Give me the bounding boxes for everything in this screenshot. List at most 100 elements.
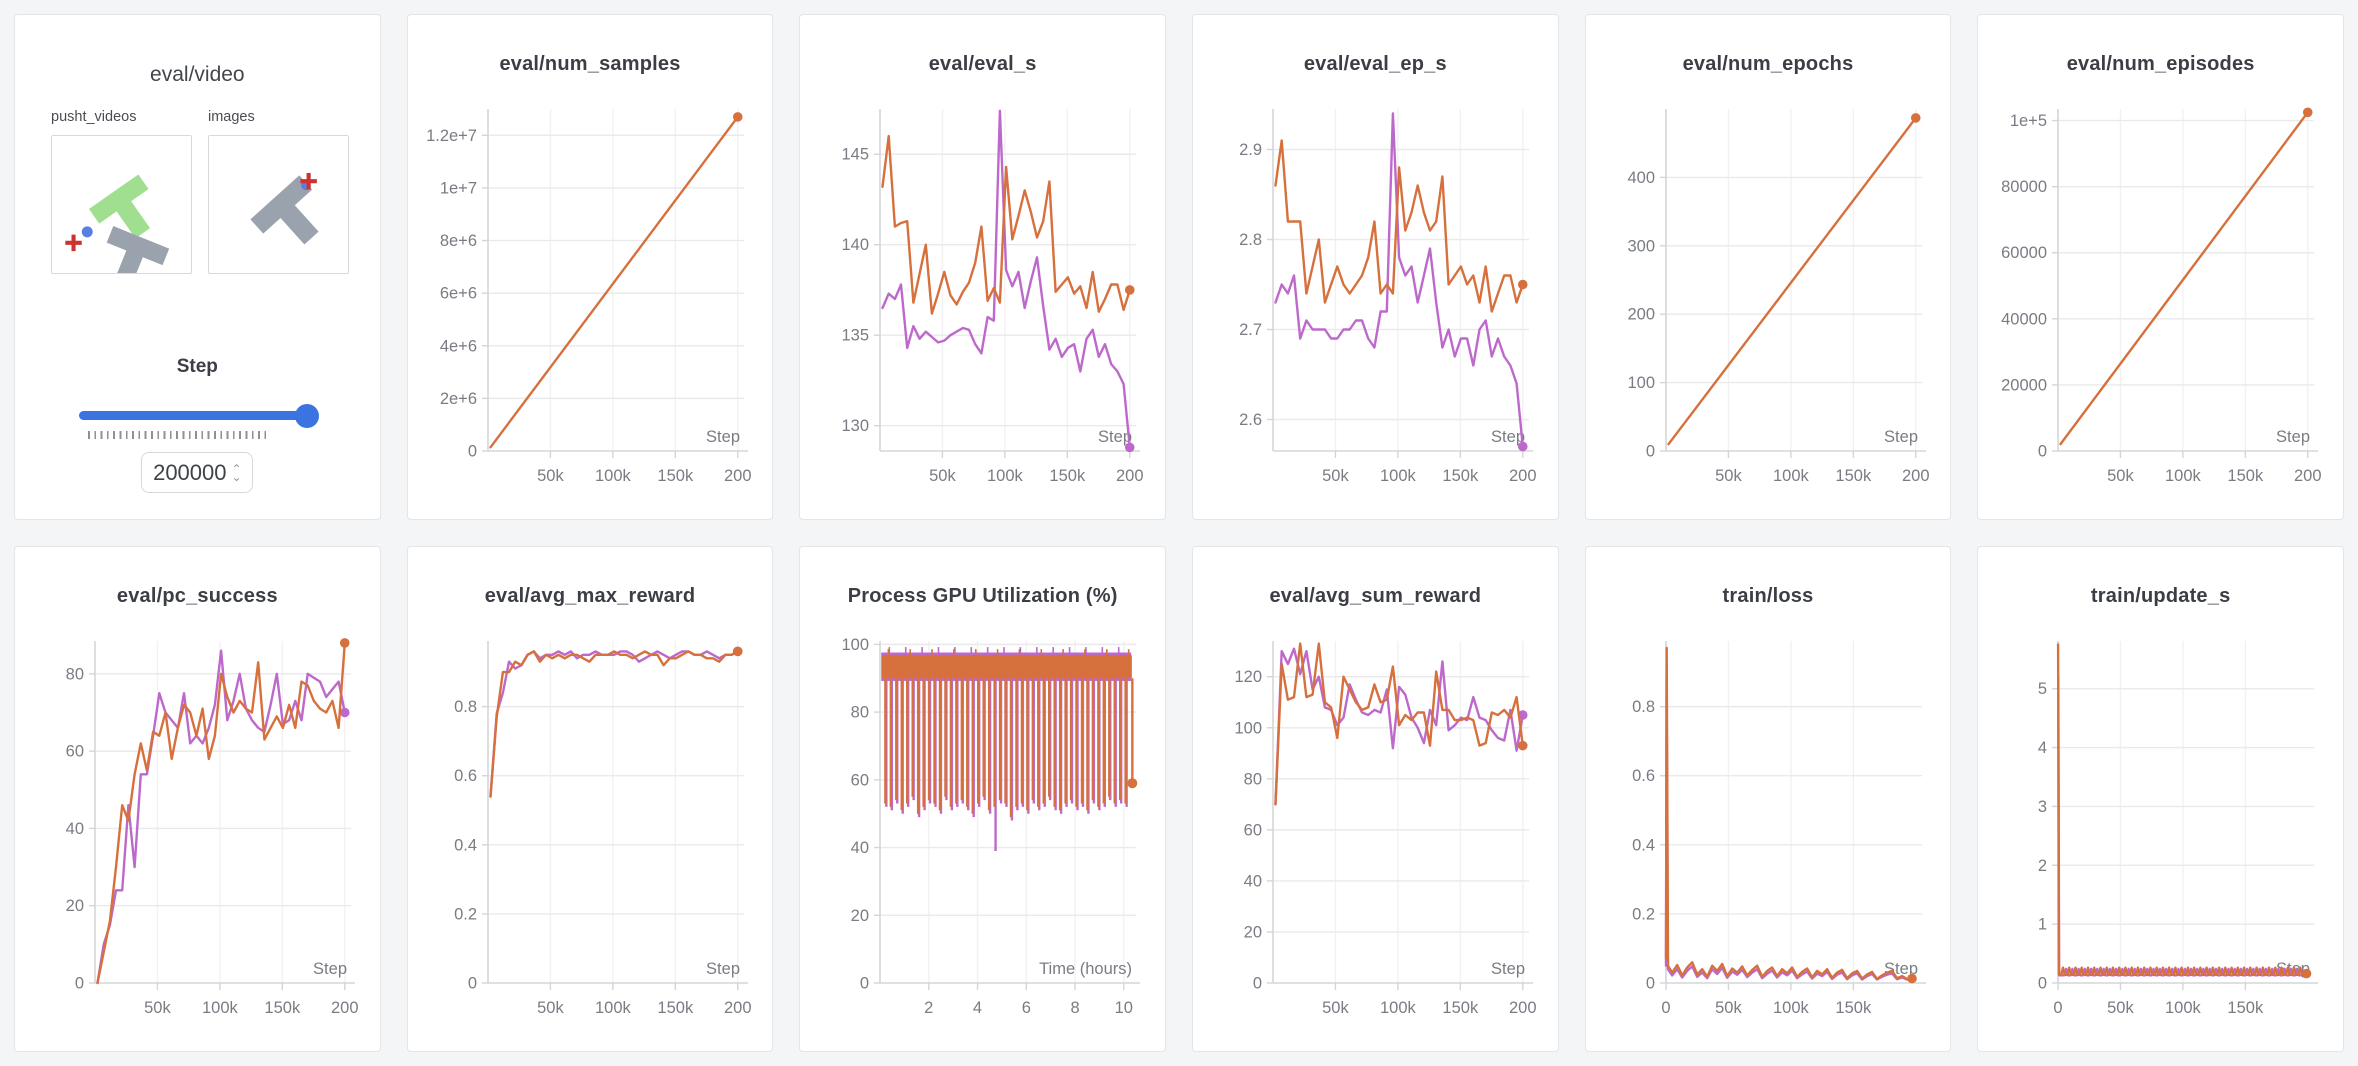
svg-text:50k: 50k	[537, 999, 564, 1017]
svg-text:200: 200	[1509, 467, 1537, 485]
svg-text:8: 8	[1071, 999, 1080, 1017]
svg-text:0.6: 0.6	[1632, 767, 1655, 785]
svg-text:20: 20	[851, 907, 869, 925]
chart-canvas-avg-sum-reward[interactable]: 50k 100k 150k 200 0 20 40 60 80 100 120 Step	[1193, 611, 1558, 1051]
svg-text:Step: Step	[313, 960, 347, 978]
chart-canvas-gpu-utilization[interactable]: 2 4 6 8 10 0 20 40 60 80 100 Time (hours)	[800, 611, 1165, 1051]
svg-text:0: 0	[75, 975, 84, 993]
svg-text:200: 200	[331, 999, 359, 1017]
svg-text:100k: 100k	[595, 999, 632, 1017]
svg-text:200: 200	[724, 467, 752, 485]
chart-canvas-pc-success[interactable]: 50k 100k 150k 200 0 20 40 60 80 Step	[15, 611, 380, 1051]
panel-eval-num-epochs: eval/num_epochs 50k 100k 150k 200 0 100 200 300…	[1584, 14, 1952, 520]
chart-canvas-num-epochs[interactable]: 50k 100k 150k 200 0 100 200 300 400 Step	[1586, 79, 1951, 519]
chart-title: eval/avg_sum_reward	[1269, 585, 1482, 607]
svg-text:0: 0	[1253, 975, 1262, 993]
svg-text:0: 0	[467, 975, 476, 993]
images-frame	[250, 172, 319, 245]
step-value-input[interactable]: 200000 ⌃ ⌄	[141, 452, 254, 493]
svg-text:80000: 80000	[2001, 178, 2047, 196]
svg-text:0.6: 0.6	[454, 767, 477, 785]
chart-title: eval/pc_success	[116, 585, 278, 607]
step-value[interactable]: 200000	[153, 459, 227, 485]
svg-text:100k: 100k	[2165, 999, 2202, 1017]
svg-text:150k: 150k	[657, 999, 694, 1017]
svg-text:100: 100	[1627, 374, 1655, 392]
chart-canvas-avg-max-reward[interactable]: 50k 100k 150k 200 0 0.2 0.4 0.6 0.8 Step	[408, 611, 773, 1051]
svg-text:100k: 100k	[987, 467, 1024, 485]
svg-text:200: 200	[2294, 467, 2322, 485]
svg-text:4: 4	[973, 999, 982, 1017]
svg-text:150k: 150k	[1442, 999, 1479, 1017]
chart-title: eval/eval_s	[928, 53, 1037, 75]
svg-text:200: 200	[1902, 467, 1930, 485]
svg-text:140: 140	[842, 236, 870, 254]
svg-text:2e+6: 2e+6	[439, 390, 476, 408]
slider-handle[interactable]	[294, 404, 319, 428]
svg-text:100: 100	[842, 636, 870, 654]
chart-canvas-train-update-s[interactable]: 0 50k 100k 150k 0 1 2 3 4 5 Step	[1978, 611, 2343, 1051]
svg-text:150k: 150k	[1835, 467, 1872, 485]
chart-title: eval/num_episodes	[2066, 53, 2255, 75]
panel-eval-num-episodes: eval/num_episodes 50k 100k 150k 200 0 20000 40…	[1977, 14, 2344, 520]
svg-text:Step: Step	[1098, 428, 1132, 446]
svg-text:100: 100	[1234, 719, 1262, 737]
svg-text:Step: Step	[706, 960, 740, 978]
svg-text:4e+6: 4e+6	[439, 337, 476, 355]
svg-text:0.8: 0.8	[1632, 698, 1655, 716]
svg-text:Step: Step	[1491, 428, 1525, 446]
chart-canvas-num-episodes[interactable]: 50k 100k 150k 200 0 20000 40000 60000 80000 1e+5 S…	[1978, 79, 2343, 519]
stepper-arrows[interactable]: ⌃ ⌄	[231, 461, 242, 484]
svg-text:100k: 100k	[595, 467, 632, 485]
svg-text:20: 20	[66, 897, 84, 915]
stepper-up-icon[interactable]: ⌃	[231, 461, 242, 476]
svg-text:50k: 50k	[1715, 999, 1742, 1017]
svg-text:Time (hours): Time (hours)	[1039, 960, 1132, 978]
chart-canvas-eval-ep-s[interactable]: 50k 100k 150k 200 2.6 2.7 2.8 2.9 Step	[1193, 79, 1558, 519]
svg-text:40: 40	[1244, 872, 1262, 890]
svg-text:0: 0	[1645, 975, 1654, 993]
svg-text:50k: 50k	[1715, 467, 1742, 485]
chart-canvas-eval-s[interactable]: 50k 100k 150k 200 130 135 140 145 Step	[800, 79, 1165, 519]
svg-text:0: 0	[2054, 999, 2063, 1017]
svg-text:Step: Step	[706, 428, 740, 446]
svg-text:150k: 150k	[1835, 999, 1872, 1017]
svg-text:5: 5	[2038, 680, 2047, 698]
chart-canvas-train-loss[interactable]: 0 50k 100k 150k 0 0.2 0.4 0.6 0.8 Step	[1586, 611, 1951, 1051]
svg-text:200: 200	[1627, 306, 1655, 324]
slider-tickmarks	[87, 431, 270, 439]
video-thumbnail-images[interactable]	[208, 135, 349, 274]
chart-canvas-num-samples[interactable]: 50k 100k 150k 200 0 2e+6 4e+6 6e+6 8e+6 1e+7 1.2e+…	[408, 79, 773, 519]
svg-text:50k: 50k	[1322, 999, 1349, 1017]
step-slider-label: Step	[176, 356, 218, 377]
svg-text:0: 0	[2038, 975, 2047, 993]
slider-track[interactable]	[78, 411, 316, 420]
svg-text:135: 135	[842, 327, 870, 345]
panel-train-loss: train/loss 0 50k 100k 150k 0 0.2 0.4 0.6 0.8 Step	[1584, 546, 1952, 1052]
svg-text:1e+7: 1e+7	[439, 179, 476, 197]
svg-text:150k: 150k	[264, 999, 301, 1017]
svg-text:Step: Step	[1491, 960, 1525, 978]
svg-text:20: 20	[1244, 923, 1262, 941]
stepper-down-icon[interactable]: ⌄	[231, 469, 242, 484]
svg-text:100k: 100k	[1773, 999, 1810, 1017]
agent-dot	[81, 226, 93, 238]
svg-text:0: 0	[1645, 443, 1654, 461]
svg-text:0: 0	[467, 443, 476, 461]
svg-text:0.2: 0.2	[454, 905, 477, 923]
svg-text:2.8: 2.8	[1239, 231, 1262, 249]
step-slider[interactable]	[78, 404, 319, 428]
svg-text:2.9: 2.9	[1239, 141, 1262, 159]
svg-text:50k: 50k	[1322, 467, 1349, 485]
svg-text:0: 0	[860, 975, 869, 993]
svg-text:Step: Step	[2276, 428, 2310, 446]
goal-cross-icon	[300, 172, 317, 190]
svg-text:2.6: 2.6	[1239, 411, 1262, 429]
svg-text:200: 200	[1116, 467, 1144, 485]
svg-text:100k: 100k	[2165, 467, 2202, 485]
video-thumbnail-pusht-videos[interactable]	[51, 135, 192, 288]
svg-text:1.2e+7: 1.2e+7	[426, 127, 477, 145]
svg-text:50k: 50k	[2107, 999, 2134, 1017]
svg-text:8e+6: 8e+6	[439, 232, 476, 250]
